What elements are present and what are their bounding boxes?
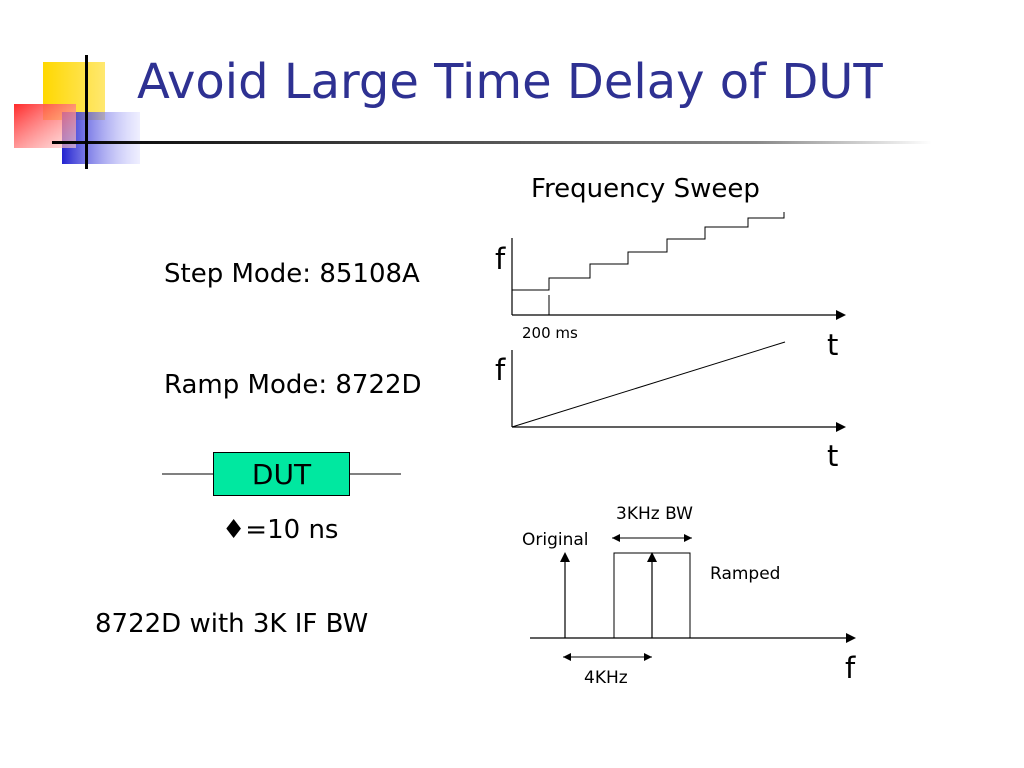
bw-label: 3KHz BW [616,504,693,524]
delay-label: ♦=10 ns [222,515,339,545]
spectrum-x-arrow [846,633,856,643]
ramp-waveform [511,341,786,428]
step-y-label: f [495,242,506,276]
ifbw-label: 8722D with 3K IF BW [95,609,369,639]
logo-vertical-line [85,55,88,169]
original-arrowhead [560,552,570,562]
offset-label: 4KHz [584,668,628,688]
offset-arrow-right [644,653,652,661]
logo-red-square [14,104,76,148]
diagram-heading: Frequency Sweep [531,174,760,204]
step-waveform [512,212,785,291]
ramped-label: Ramped [710,564,781,584]
bw-arrow-left [612,534,620,542]
offset-arrow-left [563,653,571,661]
dut-label: DUT [251,457,312,491]
dut-box: DUT [213,452,350,496]
step-time-label: 200 ms [522,324,578,342]
logo-divider-line [52,141,932,144]
step-mode-label: Step Mode: 85108A [164,259,420,289]
spectrum-x-label: f [845,651,856,685]
ramped-arrowhead [647,552,657,562]
ramp-x-label: t [827,439,839,473]
slide-title: Avoid Large Time Delay of DUT [137,54,883,110]
step-x-label: t [827,328,839,362]
bw-arrow-right [684,534,692,542]
ramp-x-arrow [836,422,846,432]
ramp-mode-label: Ramp Mode: 8722D [164,370,422,400]
ramp-y-label: f [495,353,506,387]
original-label: Original [522,530,589,550]
bw-box [613,552,691,639]
step-x-arrow [836,310,846,320]
